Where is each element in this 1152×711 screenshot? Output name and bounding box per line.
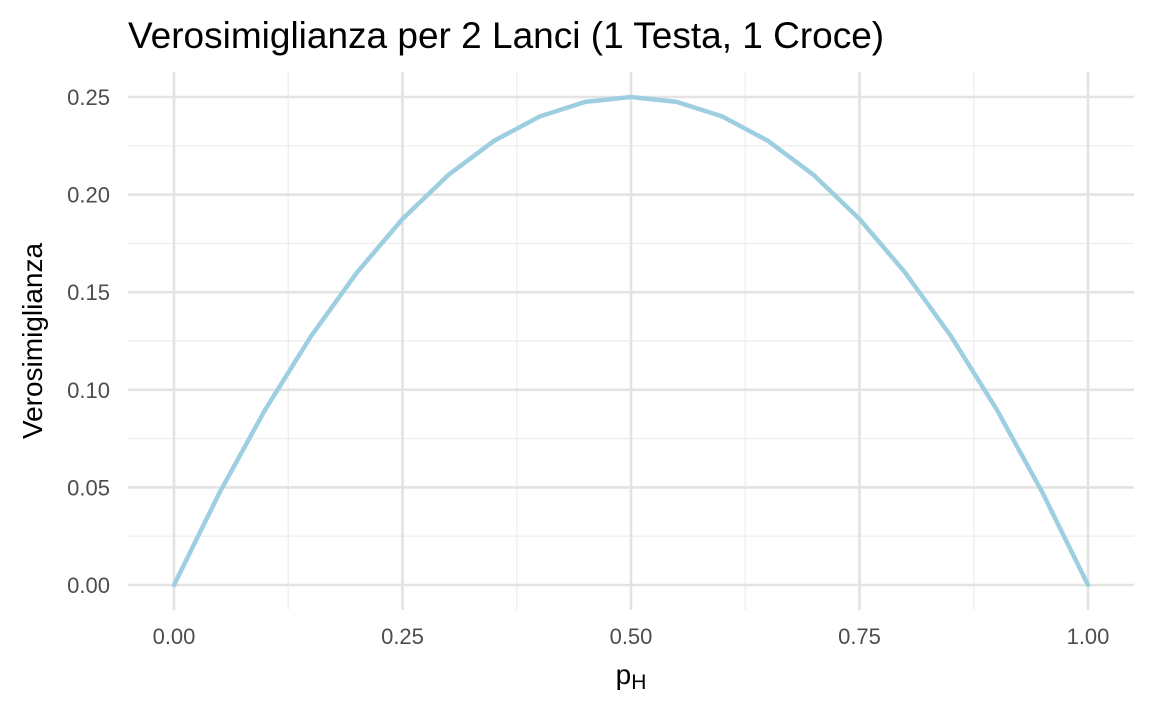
- y-tick-labels: 0.00 0.05 0.10 0.15 0.20 0.25: [67, 85, 110, 598]
- likelihood-curve: [171, 94, 1091, 588]
- y-tick-label: 0.10: [67, 378, 110, 403]
- chart-title: Verosimiglianza per 2 Lanci (1 Testa, 1 …: [128, 15, 884, 56]
- y-tick-label: 0.00: [67, 573, 110, 598]
- x-tick-label: 1.00: [1067, 624, 1110, 649]
- series-layer: [171, 94, 1091, 588]
- grid: [128, 72, 1134, 610]
- y-tick-label: 0.05: [67, 475, 110, 500]
- x-tick-label: 0.25: [381, 624, 424, 649]
- x-tick-label: 0.50: [610, 624, 653, 649]
- x-tick-label: 0.75: [838, 624, 881, 649]
- x-axis-title-main: p: [616, 659, 632, 690]
- y-axis-title: Verosimiglianza: [17, 243, 48, 440]
- x-axis-title: pH: [616, 659, 647, 694]
- x-axis-title-subscript: H: [631, 671, 646, 694]
- x-tick-labels: 0.00 0.25 0.50 0.75 1.00: [153, 624, 1110, 649]
- x-tick-label: 0.00: [153, 624, 196, 649]
- y-tick-label: 0.20: [67, 183, 110, 208]
- y-tick-label: 0.25: [67, 85, 110, 110]
- y-tick-label: 0.15: [67, 280, 110, 305]
